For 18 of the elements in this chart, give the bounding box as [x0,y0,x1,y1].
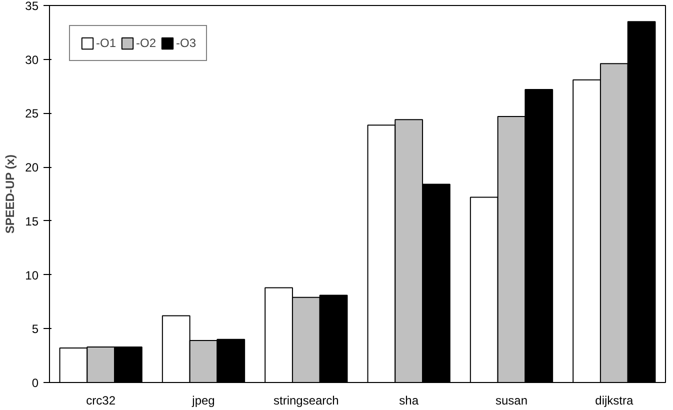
y-tick-label: 0 [32,376,39,390]
legend-label: -O2 [136,36,156,50]
y-axis-title: SPEED-UP (x) [3,154,18,234]
y-tick-label: 20 [25,160,39,175]
y-tick-label: 10 [25,268,39,282]
legend-label: -O3 [176,36,196,50]
x-tick-label: dijkstra [595,394,634,408]
y-tick-label: 35 [25,0,39,13]
y-tick-label: 5 [32,322,39,336]
legend-label: -O1 [96,36,116,50]
x-tick-label: sha [399,394,419,408]
y-tick-label: 25 [25,106,39,121]
x-tick-label: jpeg [191,394,215,408]
y-tick-label: 30 [25,52,39,67]
x-tick-label: stringsearch [273,394,339,408]
x-tick-label: susan [495,394,528,408]
x-tick-label: crc32 [86,394,116,408]
y-tick-label: 15 [25,214,39,228]
